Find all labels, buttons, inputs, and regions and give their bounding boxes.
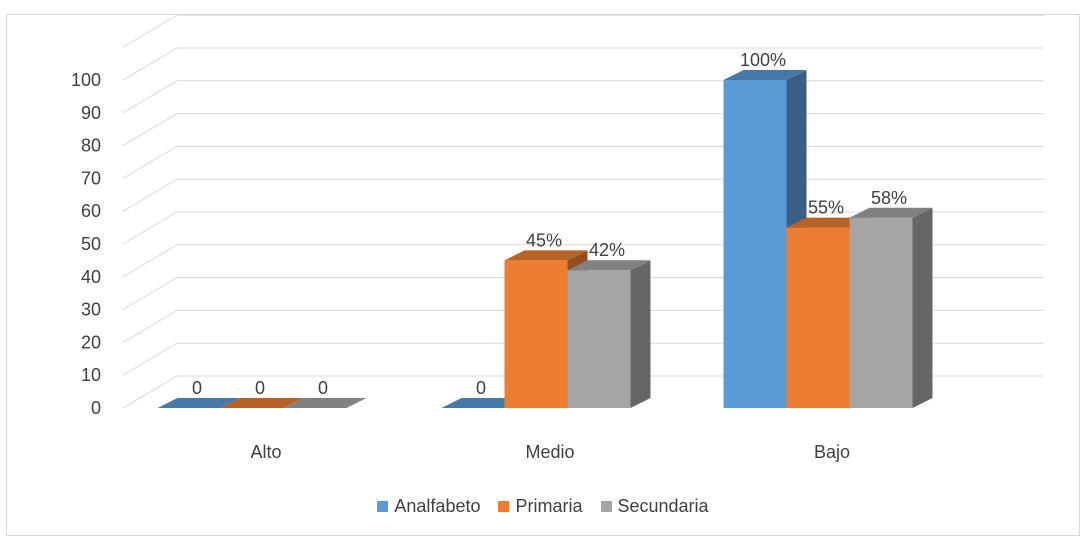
bar-top xyxy=(723,70,807,80)
legend-item: Secundaria xyxy=(600,496,709,517)
bar xyxy=(786,227,850,408)
bar-top xyxy=(441,398,525,408)
gridline-side xyxy=(122,178,178,212)
gridline-side xyxy=(122,309,178,343)
bar-top xyxy=(849,207,933,218)
data-label: 0 xyxy=(192,378,202,398)
bar-top xyxy=(567,260,651,271)
legend: Analfabeto Primaria Secundaria xyxy=(0,496,1086,517)
x-tick-label: Bajo xyxy=(814,442,850,462)
gridline-side xyxy=(122,342,178,376)
legend-swatch xyxy=(600,501,612,512)
x-tick-label: Alto xyxy=(250,442,281,462)
bar xyxy=(504,260,568,408)
legend-label: Secundaria xyxy=(617,496,709,516)
bar xyxy=(849,217,913,408)
bar-top xyxy=(786,217,870,228)
data-label: 0 xyxy=(476,378,486,398)
data-label: 0 xyxy=(318,378,328,398)
bar-top xyxy=(157,398,241,408)
bar-top xyxy=(504,250,588,261)
chart-frame xyxy=(6,14,1080,536)
legend-item: Analfabeto xyxy=(377,496,480,517)
bar xyxy=(723,80,787,408)
data-label: 45% xyxy=(526,230,562,250)
data-label: 55% xyxy=(808,198,844,218)
y-tick-label: 20 xyxy=(81,332,101,352)
data-label: 42% xyxy=(589,240,625,260)
y-tick-label: 10 xyxy=(81,365,101,385)
x-tick-label: Medio xyxy=(525,442,574,462)
y-tick-label: 80 xyxy=(81,136,101,156)
bar-side xyxy=(630,260,651,408)
y-tick-label: 90 xyxy=(81,103,101,123)
data-label: 58% xyxy=(871,188,907,208)
gridline-side xyxy=(122,211,178,245)
bar-top xyxy=(283,398,367,408)
legend-swatch xyxy=(377,501,389,512)
bar xyxy=(567,270,631,408)
data-label: 100% xyxy=(740,50,786,70)
legend-swatch xyxy=(498,501,510,512)
gridline-side xyxy=(122,375,178,409)
y-tick-label: 30 xyxy=(81,300,101,320)
bar-side xyxy=(912,207,933,408)
legend-item: Primaria xyxy=(498,496,583,517)
y-tick-label: 50 xyxy=(81,234,101,254)
gridline-side xyxy=(122,145,178,179)
gridline-side xyxy=(122,80,178,114)
bar-top xyxy=(220,398,304,408)
gridline-side xyxy=(122,14,178,48)
y-tick-label: 100 xyxy=(71,70,101,90)
gridline-side xyxy=(122,47,178,81)
y-tick-label: 70 xyxy=(81,168,101,188)
y-tick-label: 60 xyxy=(81,201,101,221)
data-label: 0 xyxy=(255,378,265,398)
legend-label: Analfabeto xyxy=(394,496,481,516)
gridline-side xyxy=(122,277,178,311)
gridline-side xyxy=(122,113,178,147)
y-tick-label: 40 xyxy=(81,267,101,287)
gridline-side xyxy=(122,244,178,278)
y-tick-label: 0 xyxy=(91,398,101,418)
legend-label: Primaria xyxy=(515,496,583,516)
